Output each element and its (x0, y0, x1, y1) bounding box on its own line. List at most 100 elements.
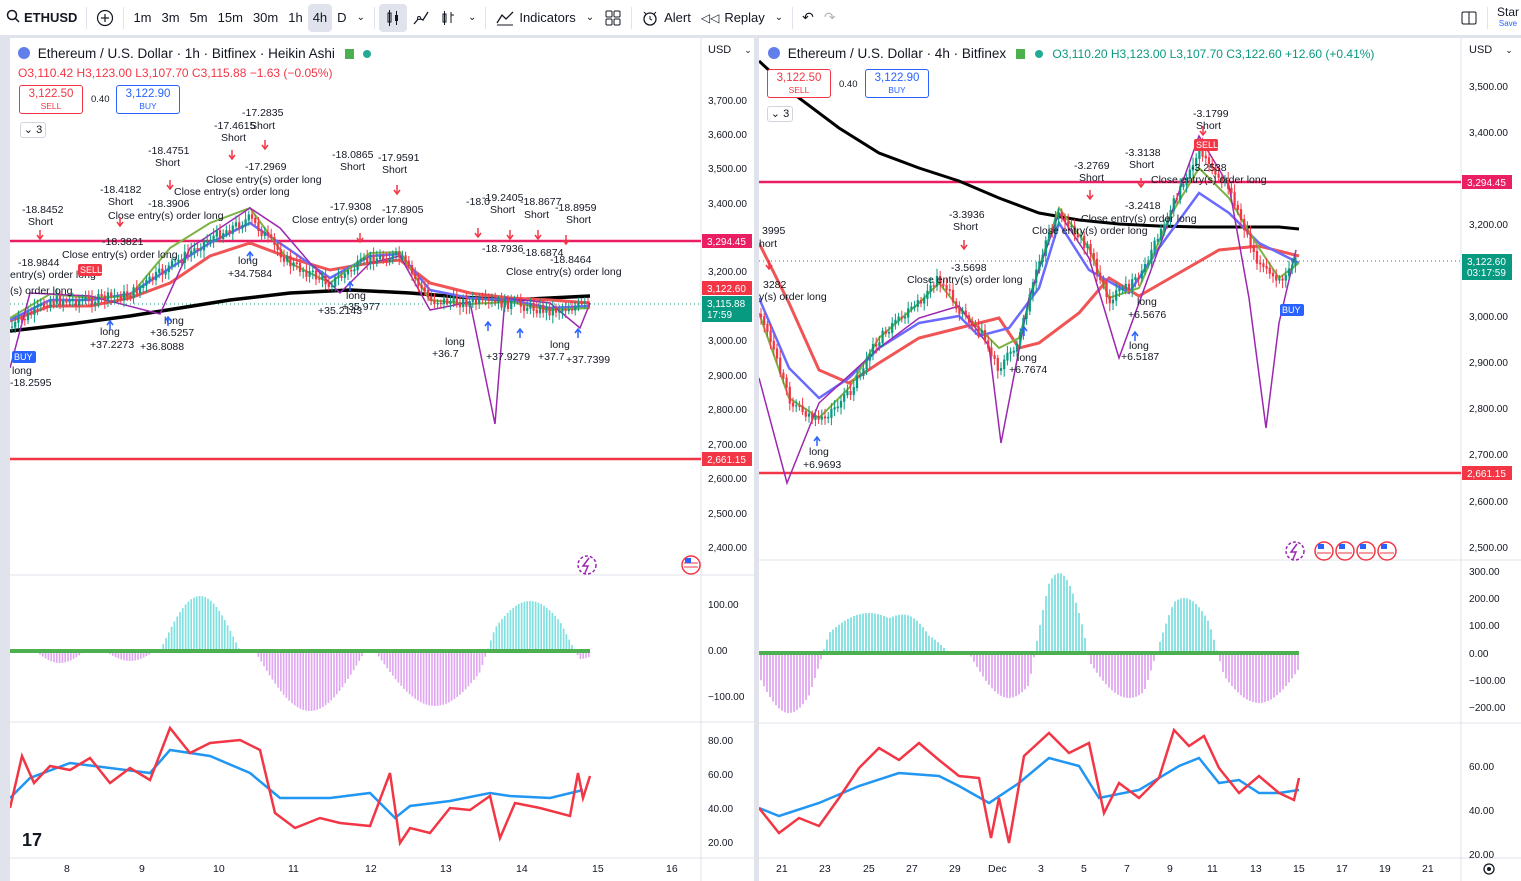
interval-1h[interactable]: 1h (288, 10, 303, 25)
left-oscillator-pane[interactable]: 100.00 0.00 −100.00 (10, 596, 745, 711)
candle (1057, 208, 1060, 227)
candle (42, 298, 46, 311)
candles-left[interactable] (10, 209, 590, 334)
sell-price: 3,122.50 (28, 88, 74, 100)
candle (359, 252, 362, 266)
interval-5m[interactable]: 5m (189, 10, 208, 25)
candle (452, 289, 455, 308)
us-flag-icon[interactable] (681, 555, 701, 575)
replay-dropdown[interactable]: ⌄ (770, 4, 788, 32)
left-price-scale[interactable]: 3,700.00 3,600.00 3,500.00 3,400.00 3,20… (708, 96, 747, 554)
price-scale-label: 3,400.00 (708, 199, 747, 210)
left-chart-title[interactable]: Ethereum / U.S. Dollar · 1h · Bitfinex ·… (18, 46, 372, 61)
left-rsi-pane[interactable]: 80.00 60.00 40.00 20.00 17 (10, 725, 733, 850)
chart-type-button[interactable] (407, 4, 435, 32)
price-scale-label: 2,700.00 (708, 440, 747, 451)
interval-15m[interactable]: 15m (217, 10, 243, 25)
candle (849, 383, 852, 401)
left-currency-selector[interactable]: USD ⌄ (708, 44, 752, 56)
currency-label: USD (708, 44, 732, 56)
layout-button[interactable] (599, 4, 627, 32)
layout-toggle-button[interactable] (1455, 4, 1483, 32)
left-chart-panel[interactable]: 3,700.00 3,600.00 3,500.00 3,400.00 3,20… (10, 38, 754, 881)
right-rsi-pane[interactable]: 60.00 40.00 20.00 (759, 727, 1494, 861)
candle (382, 250, 385, 264)
svg-text:+36.5257: +36.5257 (150, 327, 194, 339)
indicator-collapse-button[interactable]: ⌄ 3 (20, 122, 46, 138)
price-scale-label: 2,900.00 (1469, 358, 1508, 369)
redo-button[interactable]: ↷ (819, 4, 841, 32)
right-price-scale[interactable]: 3,500.00 3,400.00 3,200.00 3,000.00 2,90… (1469, 82, 1508, 554)
long-arrow-icon (164, 315, 172, 326)
left-chart-canvas[interactable]: 3,700.00 3,600.00 3,500.00 3,400.00 3,20… (10, 38, 754, 881)
add-symbol-button[interactable] (91, 4, 119, 32)
us-flag-icon[interactable] (1335, 541, 1355, 561)
right-sell-button[interactable]: 3,122.50 SELL (767, 69, 831, 98)
left-time-axis[interactable]: 8 9 10 11 12 13 14 15 16 (64, 863, 678, 875)
interval-d[interactable]: D (337, 10, 347, 25)
replay-button[interactable]: ◁◁ Replay (696, 4, 770, 32)
indicators-button[interactable]: Indicators (490, 4, 580, 32)
right-chart-title[interactable]: Ethereum / U.S. Dollar · 4h · Bitfinex O… (768, 46, 1374, 61)
us-flag-icon[interactable] (1356, 541, 1376, 561)
right-chart-canvas[interactable]: 3,500.00 3,400.00 3,200.00 3,000.00 2,90… (759, 38, 1521, 881)
candle (782, 369, 785, 385)
chart-type-dropdown[interactable]: ⌄ (463, 4, 481, 32)
time-label: 21 (1422, 863, 1434, 875)
svg-text:-3.2418: -3.2418 (1125, 200, 1161, 212)
chevron-down-icon: ⌄ (770, 108, 781, 120)
time-label: 16 (666, 863, 678, 875)
support-price-label: 2,661.15 (707, 455, 746, 466)
candle (212, 228, 215, 248)
resistance-price-tag (1462, 175, 1512, 189)
lightning-icon[interactable] (577, 555, 597, 575)
svg-text:Close entry(s) order long: Close entry(s) order long (1032, 225, 1148, 237)
long-arrow-icon (574, 327, 582, 338)
svg-text:entry(s) order long: entry(s) order long (10, 269, 96, 281)
us-flag-icon[interactable] (1314, 541, 1334, 561)
chevron-down-icon: ⌄ (1505, 45, 1513, 55)
undo-button[interactable]: ↶ (797, 4, 819, 32)
candle (983, 324, 987, 345)
candle (100, 289, 103, 303)
undo-icon: ↶ (802, 9, 814, 25)
interval-30m[interactable]: 30m (252, 10, 279, 25)
indicators-dropdown[interactable]: ⌄ (581, 4, 599, 32)
candle (346, 265, 350, 280)
bar-style-button[interactable] (435, 4, 463, 32)
candle (766, 320, 769, 337)
right-buy-button[interactable]: 3,122.90 BUY (865, 69, 929, 98)
candle (161, 263, 164, 283)
indicator-collapse-button[interactable]: ⌄ 3 (767, 106, 793, 122)
save-button[interactable]: Star Save (1492, 4, 1521, 32)
svg-text:Close entry(s) order long: Close entry(s) order long (206, 174, 322, 186)
symbol-search[interactable]: ETHUSD (0, 4, 82, 32)
right-oscillator-pane[interactable]: 300.00 200.00 100.00 0.00 −100.00 −200.0… (759, 567, 1506, 714)
us-flag-icon[interactable] (1377, 541, 1397, 561)
left-buy-button[interactable]: 3,122.90 BUY (116, 85, 180, 114)
candle (46, 300, 49, 312)
candles-right[interactable] (759, 137, 1297, 427)
candle (1166, 212, 1169, 229)
candle (487, 293, 490, 309)
right-chart-panel[interactable]: 3,500.00 3,400.00 3,200.00 3,000.00 2,90… (759, 38, 1521, 881)
candle-style-button[interactable] (378, 3, 407, 32)
candle (1227, 172, 1230, 195)
settings-icon[interactable] (1483, 863, 1495, 875)
interval-dropdown[interactable]: ⌄ (352, 4, 370, 32)
svg-text:+6.7674: +6.7674 (1009, 364, 1047, 376)
alert-button[interactable]: Alert (636, 4, 696, 32)
svg-text:long: long (1137, 296, 1157, 308)
interval-4h[interactable]: 4h (307, 3, 333, 32)
interval-3m[interactable]: 3m (161, 10, 180, 25)
candle (1175, 193, 1179, 204)
short-arrow-icon (116, 217, 124, 228)
interval-1m[interactable]: 1m (133, 10, 152, 25)
candle (913, 300, 916, 312)
lightning-icon[interactable] (1285, 541, 1305, 561)
right-time-axis[interactable]: 21 23 25 27 29 Dec 3 5 7 9 11 13 15 17 1… (776, 863, 1495, 875)
candle (500, 292, 503, 311)
candle (372, 247, 375, 271)
right-currency-selector[interactable]: USD ⌄ (1469, 44, 1513, 56)
left-sell-button[interactable]: 3,122.50 SELL (19, 85, 83, 114)
